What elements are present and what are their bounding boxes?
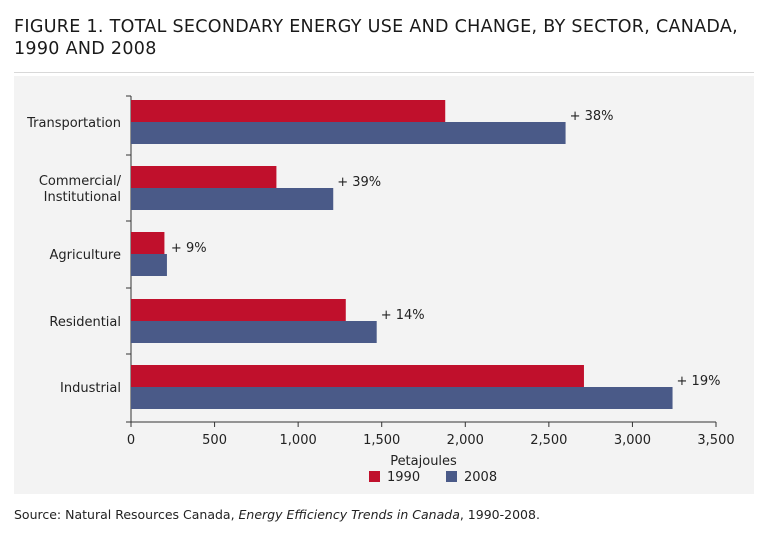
source-prefix: Source: Natural Resources Canada,	[14, 507, 239, 522]
category-label-line: Institutional	[44, 190, 121, 205]
x-tick-label: 0	[127, 433, 135, 448]
category-label-line: Agriculture	[50, 248, 122, 263]
bar-2008	[131, 321, 377, 343]
category-label-line: Residential	[49, 315, 121, 330]
x-tick-label: 2,000	[447, 433, 484, 448]
change-label: + 9%	[171, 241, 207, 256]
change-label: + 14%	[381, 308, 425, 323]
change-label: + 19%	[677, 374, 721, 389]
category-label: Agriculture	[50, 248, 122, 263]
change-label: + 38%	[570, 109, 614, 124]
title-divider	[14, 72, 754, 73]
x-axis-title: Petajoules	[390, 454, 457, 469]
bar-1990	[131, 166, 277, 188]
category-label: Transportation	[26, 116, 121, 131]
bar-chart: 0 500 1,000 1,500 2,000 2,500 3,000 3,500 Petajo…	[26, 95, 735, 485]
bar-1990	[131, 232, 165, 254]
legend-swatch-2008	[446, 471, 457, 482]
x-tick-label: 3,000	[614, 433, 651, 448]
chart-panel: 0 500 1,000 1,500 2,000 2,500 3,000 3,500 Petajo…	[14, 76, 754, 494]
bar-1990	[131, 299, 346, 321]
x-tick-label: 1,000	[280, 433, 317, 448]
category-label-line: Industrial	[60, 381, 121, 396]
bar-1990	[131, 365, 584, 387]
category-label-line: Transportation	[26, 116, 121, 131]
x-tick-label: 3,500	[697, 433, 734, 448]
x-tick-label: 1,500	[363, 433, 400, 448]
legend-swatch-1990	[369, 471, 380, 482]
category-label: Residential	[49, 315, 121, 330]
category-label: Commercial/Institutional	[39, 174, 122, 205]
legend-label-2008: 2008	[464, 470, 497, 485]
category-label: Industrial	[60, 381, 121, 396]
bar-2008	[131, 254, 167, 276]
x-tick-label: 500	[202, 433, 227, 448]
bar-2008	[131, 387, 673, 409]
legend-label-1990: 1990	[387, 470, 420, 485]
source-italic: Energy Efficiency Trends in Canada	[238, 507, 460, 522]
bar-2008	[131, 188, 334, 210]
source-suffix: , 1990-2008.	[459, 507, 540, 522]
bar-2008	[131, 122, 566, 144]
change-label: + 39%	[337, 175, 381, 190]
figure-title: FIGURE 1. TOTAL SECONDARY ENERGY USE AND…	[14, 17, 739, 59]
category-label-line: Commercial/	[39, 174, 122, 189]
bar-1990	[131, 100, 446, 122]
source-note: Source: Natural Resources Canada, Energy…	[14, 507, 540, 522]
x-tick-label: 2,500	[530, 433, 567, 448]
